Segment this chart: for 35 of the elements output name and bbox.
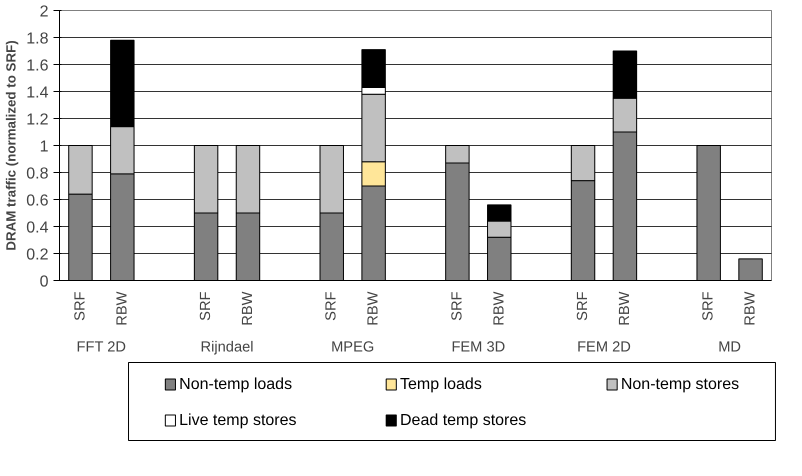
y-tick-label: 1 <box>40 138 49 156</box>
text: FEM 2D <box>577 340 631 356</box>
y-tick-label: 0.6 <box>26 192 49 210</box>
x-tick-label: SRF <box>72 291 88 321</box>
y-tick-label: 0.2 <box>26 246 49 264</box>
x-tick-label: SRF <box>700 291 717 321</box>
x-tick-label: RBW <box>742 291 759 326</box>
text: FFT 2D <box>76 340 126 356</box>
x-tick-label: SRF <box>575 291 592 321</box>
legend-label: Non-temp loads <box>179 376 292 393</box>
y-tick-label: 0 <box>40 274 49 290</box>
y-tick-label: 2 <box>40 4 49 20</box>
text: Rijndael <box>200 340 254 356</box>
legend-label: Non-temp stores <box>620 376 740 393</box>
text: MD <box>718 340 742 356</box>
legend-label: Live temp stores <box>179 412 297 429</box>
text: MPEG <box>331 340 374 356</box>
x-tick-label: RBW <box>366 291 382 326</box>
y-tick-label: 1.4 <box>26 84 49 102</box>
legend-label: Dead temp stores <box>400 412 526 429</box>
x-tick-label: RBW <box>114 291 130 326</box>
x-tick-label: RBW <box>616 291 633 326</box>
y-tick-label: 1.6 <box>26 58 49 74</box>
y-axis-title: DRAM traffic (normalized to SRF) <box>3 40 18 251</box>
y-tick-label: 0.8 <box>26 166 49 182</box>
x-tick-label: SRF <box>198 291 214 321</box>
x-tick-label: RBW <box>491 291 508 326</box>
y-tick-label: 0.4 <box>26 220 49 236</box>
x-tick-label: SRF <box>449 291 466 321</box>
x-tick-label: SRF <box>324 291 340 321</box>
y-tick-label: 1.8 <box>26 30 49 48</box>
legend-label: Temp loads <box>400 376 482 393</box>
text: FEM 3D <box>451 340 506 356</box>
y-tick-label: 1.2 <box>26 112 49 128</box>
x-tick-label: RBW <box>240 291 256 326</box>
